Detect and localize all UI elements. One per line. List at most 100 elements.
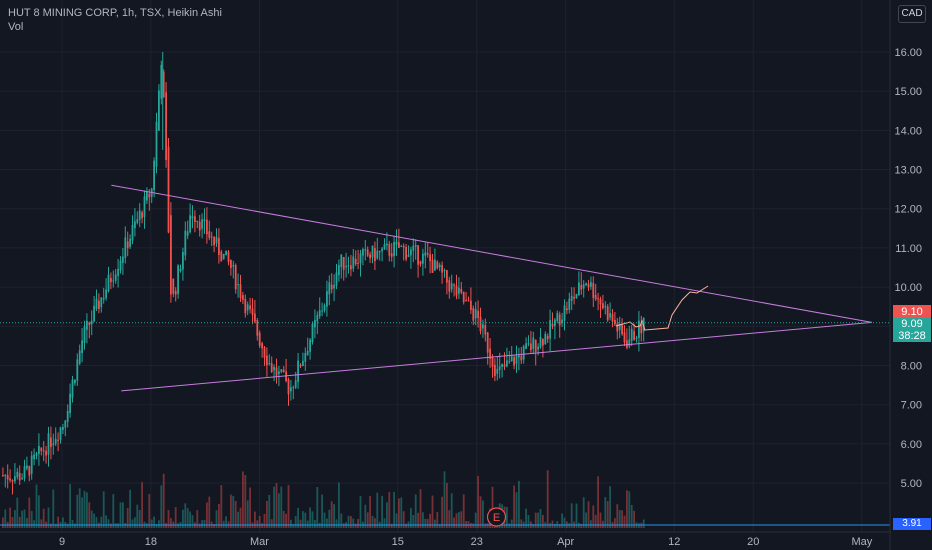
candle [486, 331, 489, 365]
candle [225, 250, 227, 256]
candle [623, 325, 626, 347]
candle-body [414, 245, 417, 247]
candle-body [333, 284, 335, 289]
candle [287, 377, 290, 406]
candle-body [489, 348, 491, 359]
volume-bar [525, 508, 527, 528]
candle [318, 297, 321, 319]
candle [258, 330, 261, 349]
candle-body [405, 247, 407, 260]
volume-bar [638, 523, 640, 528]
candle [448, 276, 451, 299]
candle-body [426, 253, 429, 255]
volume-bar [50, 523, 52, 528]
volume-bar [213, 523, 215, 528]
volume-bar [352, 518, 355, 528]
candle [28, 465, 31, 482]
volume-bar [546, 470, 549, 528]
candle [206, 207, 208, 244]
candle [506, 347, 508, 368]
candle-body [35, 453, 38, 456]
candle-body [585, 283, 587, 286]
candle [95, 289, 98, 312]
candle [626, 328, 628, 350]
candle-body [201, 219, 203, 229]
candle [290, 379, 292, 401]
candle [570, 287, 573, 311]
candle-body [542, 339, 544, 346]
candle-body [441, 265, 443, 273]
volume-bar [623, 515, 626, 528]
volume-bar [282, 510, 285, 528]
volume-bar [30, 510, 33, 528]
candle [520, 346, 523, 364]
candle-body [417, 245, 419, 265]
candle-body [556, 312, 559, 321]
candle-body [395, 241, 398, 245]
trendline-upper [111, 184, 872, 323]
candle [117, 258, 119, 288]
volume-bar [81, 497, 83, 528]
volume-bar [491, 486, 494, 528]
volume-bar [580, 523, 583, 528]
candle [364, 239, 367, 261]
volume-bar [446, 482, 448, 528]
volume-bar [633, 510, 635, 528]
volume-bar [405, 523, 407, 528]
last-price-tag: 9.10 [893, 305, 931, 319]
candle [208, 220, 211, 241]
volume-bar [160, 485, 163, 528]
volume-bar [170, 518, 172, 528]
candle-body [628, 339, 631, 347]
candle-body [386, 243, 388, 246]
volume-bar [426, 518, 429, 528]
volume-bar [33, 520, 35, 528]
volume-bar [297, 507, 299, 528]
volume-bar [230, 494, 232, 528]
candle [347, 256, 350, 274]
volume-bar [266, 500, 268, 528]
candle [354, 250, 357, 266]
volume-bar [357, 518, 359, 528]
volume-bar [225, 516, 227, 528]
currency-button[interactable]: CAD [898, 5, 926, 23]
volume-bar [338, 482, 340, 528]
candle-body [638, 320, 640, 338]
candle-body [71, 379, 74, 398]
volume-bar [90, 510, 93, 528]
candle [407, 245, 410, 258]
volume-bar [237, 511, 239, 528]
candle-body [292, 387, 295, 389]
candle-body [21, 478, 23, 480]
candle-body [410, 249, 412, 256]
candle [515, 345, 518, 373]
candle-body [525, 343, 527, 349]
candle-body [582, 284, 585, 289]
candle [40, 447, 43, 456]
volume-bar [11, 516, 14, 528]
candle [383, 238, 386, 251]
candle-body [594, 294, 597, 300]
candle-body [290, 387, 292, 392]
candle-body [611, 314, 614, 322]
candle-body [513, 357, 515, 366]
candle [26, 456, 28, 471]
volume-bar [400, 497, 403, 528]
candle-body [606, 306, 609, 321]
volume-bar [477, 475, 479, 528]
candle [458, 277, 460, 300]
candle [189, 203, 191, 234]
volume-bar [424, 518, 427, 528]
volume-bar [119, 502, 122, 528]
volume-bar [359, 495, 362, 528]
volume-bar [23, 509, 26, 528]
candle [179, 264, 182, 273]
candle-body [62, 427, 64, 430]
candle [218, 228, 220, 264]
candle-body [136, 219, 139, 223]
candle [566, 301, 568, 315]
candle-body [246, 304, 249, 311]
candle [76, 353, 79, 386]
volume-bar [290, 519, 292, 528]
